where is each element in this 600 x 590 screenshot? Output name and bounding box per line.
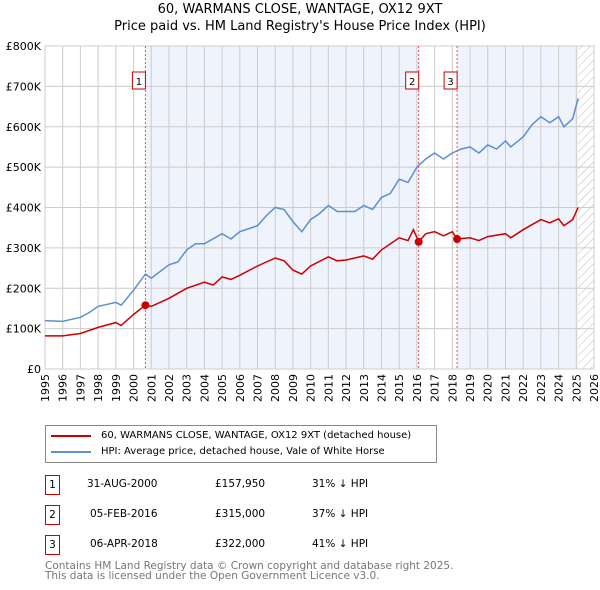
x-tick-label: 2015 [393, 374, 406, 402]
sale-date: 06-APR-2018 [90, 538, 158, 550]
x-tick-label: 2021 [499, 374, 512, 402]
sale-point [141, 301, 150, 310]
x-tick-label: 2023 [535, 374, 548, 402]
sale-label: 2 [409, 77, 415, 88]
x-tick-label: 2002 [163, 374, 176, 402]
x-tick-label: 2020 [482, 374, 495, 402]
sale-label-box [405, 71, 420, 90]
x-tick-label: 2003 [181, 374, 194, 402]
x-tick-label: 1995 [39, 374, 52, 402]
sale-hpi-delta: 37% ↓ HPI [312, 508, 369, 520]
x-tick-label: 2012 [340, 374, 353, 402]
chart-subtitle: Price paid vs. HM Land Registry's House … [114, 19, 486, 34]
x-tick-label: 2019 [464, 374, 477, 402]
legend-hpi: HPI: Average price, detached house, Vale… [101, 446, 385, 457]
x-tick-label: 1996 [57, 374, 70, 402]
x-tick-label: 2018 [446, 374, 459, 402]
sale-number: 2 [45, 505, 60, 525]
y-tick-label: £500K [6, 161, 42, 174]
x-tick-label: 2000 [128, 374, 141, 402]
property-line-swatch [51, 434, 91, 437]
sale-price: £322,000 [215, 538, 266, 550]
sale-hpi-delta: 31% ↓ HPI [312, 478, 369, 490]
sale-number: 1 [45, 475, 60, 495]
sale-label: 1 [136, 77, 142, 88]
sale-label: 3 [447, 77, 453, 88]
x-tick-label: 2001 [145, 374, 158, 402]
hpi-line [44, 98, 579, 323]
sale-price: £157,950 [215, 478, 266, 490]
x-tick-label: 2007 [252, 374, 265, 402]
legend-property: 60, WARMANS CLOSE, WANTAGE, OX12 9XT (de… [101, 430, 412, 441]
x-tick-label: 2016 [411, 374, 424, 402]
x-tick-label: 1998 [92, 374, 105, 402]
sale-label-box [131, 71, 146, 90]
y-tick-label: £300K [6, 242, 42, 255]
chart-title: 60, WARMANS CLOSE, WANTAGE, OX12 9XT [157, 2, 443, 17]
x-tick-label: 2008 [269, 374, 282, 402]
x-tick-label: 2024 [553, 374, 566, 402]
x-tick-label: 2025 [570, 374, 583, 402]
x-tick-label: 2004 [198, 374, 211, 402]
footer-copyright: Contains HM Land Registry data © Crown c… [45, 560, 454, 572]
x-tick-label: 2009 [287, 374, 300, 402]
y-tick-label: £700K [6, 80, 42, 93]
x-tick-label: 2006 [234, 374, 247, 402]
x-tick-label: 1999 [110, 374, 123, 402]
sale-point [414, 237, 423, 246]
x-tick-label: 2022 [517, 374, 530, 402]
property-price-line [45, 207, 579, 337]
price-chart: £0 £100K £200K £300K £400K £500K £600K £700K £80… [6, 40, 600, 402]
sale-date: 05-FEB-2016 [90, 508, 158, 520]
legend: 60, WARMANS CLOSE, WANTAGE, OX12 9XT (de… [45, 425, 437, 463]
x-tick-label: 1997 [74, 374, 87, 402]
sale-point [453, 234, 462, 243]
hpi-line-swatch [51, 450, 91, 453]
plot-border [44, 45, 595, 370]
sale-date: 31-AUG-2000 [87, 478, 158, 490]
sale-label-box [443, 71, 458, 90]
y-tick-label: £400K [6, 202, 42, 215]
x-tick-label: 2014 [375, 374, 388, 402]
y-tick-label: £0 [27, 363, 41, 376]
x-tick-label: 2010 [305, 374, 318, 402]
y-tick-label: £100K [6, 323, 42, 336]
x-tick-label: 2017 [429, 374, 442, 402]
x-tick-label: 2005 [216, 374, 229, 402]
x-tick-label: 2026 [588, 374, 600, 402]
sale-price: £315,000 [215, 508, 266, 520]
sale-hpi-delta: 41% ↓ HPI [312, 538, 369, 550]
y-tick-label: £200K [6, 282, 42, 295]
x-tick-label: 2013 [358, 374, 371, 402]
x-tick-label: 2011 [322, 374, 335, 402]
footer-licence: This data is licensed under the Open Gov… [45, 570, 380, 582]
sale-number: 3 [45, 535, 60, 555]
y-tick-label: £600K [6, 121, 42, 134]
y-tick-label: £800K [6, 40, 42, 53]
